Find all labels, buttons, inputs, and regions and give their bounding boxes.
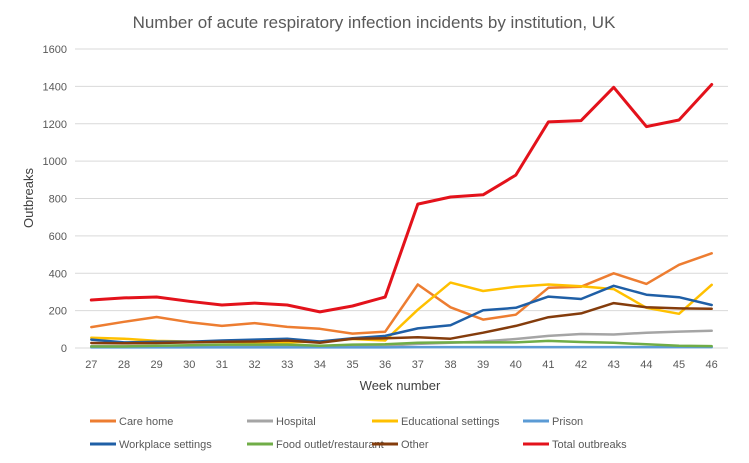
x-tick-label: 44 bbox=[640, 359, 652, 371]
legend-item: Prison bbox=[523, 416, 583, 428]
x-tick-label: 29 bbox=[151, 359, 163, 371]
legend-label: Hospital bbox=[276, 416, 316, 428]
series-line-total-outbreaks bbox=[89, 83, 714, 314]
x-tick-label: 40 bbox=[510, 359, 522, 371]
x-tick-label: 33 bbox=[281, 359, 293, 371]
legend-item: Workplace settings bbox=[90, 439, 212, 451]
x-tick-label: 42 bbox=[575, 359, 587, 371]
series-line-care-home bbox=[90, 252, 713, 335]
y-tick-label: 0 bbox=[61, 343, 67, 355]
legend: Care home Hospital Educational settings Pri… bbox=[90, 416, 627, 451]
x-tick-label: 30 bbox=[183, 359, 195, 371]
legend-item: Educational settings bbox=[372, 416, 500, 428]
series-lines bbox=[89, 83, 714, 349]
y-tick-label: 200 bbox=[49, 306, 67, 318]
series-line-other bbox=[90, 301, 713, 345]
legend-item: Hospital bbox=[247, 416, 316, 428]
legend-label: Care home bbox=[119, 416, 173, 428]
legend-item: Other bbox=[372, 439, 429, 451]
y-tick-label: 1200 bbox=[43, 119, 67, 131]
y-tick-label: 400 bbox=[49, 268, 67, 280]
x-tick-label: 41 bbox=[542, 359, 554, 371]
x-axis-label: Week number bbox=[360, 378, 441, 393]
x-tick-label: 39 bbox=[477, 359, 489, 371]
x-tick-label: 34 bbox=[314, 359, 326, 371]
legend-item: Total outbreaks bbox=[523, 439, 627, 451]
legend-label: Workplace settings bbox=[119, 439, 212, 451]
x-tick-label: 35 bbox=[346, 359, 358, 371]
x-tick-label: 46 bbox=[706, 359, 718, 371]
x-tick-label: 38 bbox=[444, 359, 456, 371]
x-tick-label: 43 bbox=[608, 359, 620, 371]
y-axis-label: Outbreaks bbox=[21, 168, 36, 228]
legend-item: Care home bbox=[90, 416, 173, 428]
x-tick-label: 32 bbox=[248, 359, 260, 371]
legend-label: Other bbox=[401, 439, 429, 451]
y-tick-label: 800 bbox=[49, 194, 67, 206]
series-line-food-outlet-restaurant bbox=[90, 339, 713, 348]
legend-label: Total outbreaks bbox=[552, 439, 627, 451]
x-tick-label: 36 bbox=[379, 359, 391, 371]
y-tick-label: 1600 bbox=[43, 44, 67, 56]
legend-label: Educational settings bbox=[401, 416, 500, 428]
gridlines bbox=[75, 48, 728, 349]
legend-label: Food outlet/restaurant bbox=[276, 439, 384, 451]
y-axis-ticks: 0 200 400 600 800 1000 1200 1400 1600 bbox=[43, 44, 67, 355]
y-tick-label: 1000 bbox=[43, 156, 67, 168]
y-tick-label: 600 bbox=[49, 231, 67, 243]
x-tick-label: 28 bbox=[118, 359, 130, 371]
y-tick-label: 1400 bbox=[43, 81, 67, 93]
legend-item: Food outlet/restaurant bbox=[247, 439, 384, 451]
x-tick-label: 37 bbox=[412, 359, 424, 371]
x-tick-label: 27 bbox=[85, 359, 97, 371]
x-tick-label: 31 bbox=[216, 359, 228, 371]
x-tick-label: 45 bbox=[673, 359, 685, 371]
x-axis-ticks: 27 28 29 30 31 32 33 34 35 36 37 38 39 40 41 42 43 44 45 46 bbox=[85, 359, 718, 371]
legend-label: Prison bbox=[552, 416, 583, 428]
chart-title: Number of acute respiratory infection in… bbox=[133, 13, 617, 32]
